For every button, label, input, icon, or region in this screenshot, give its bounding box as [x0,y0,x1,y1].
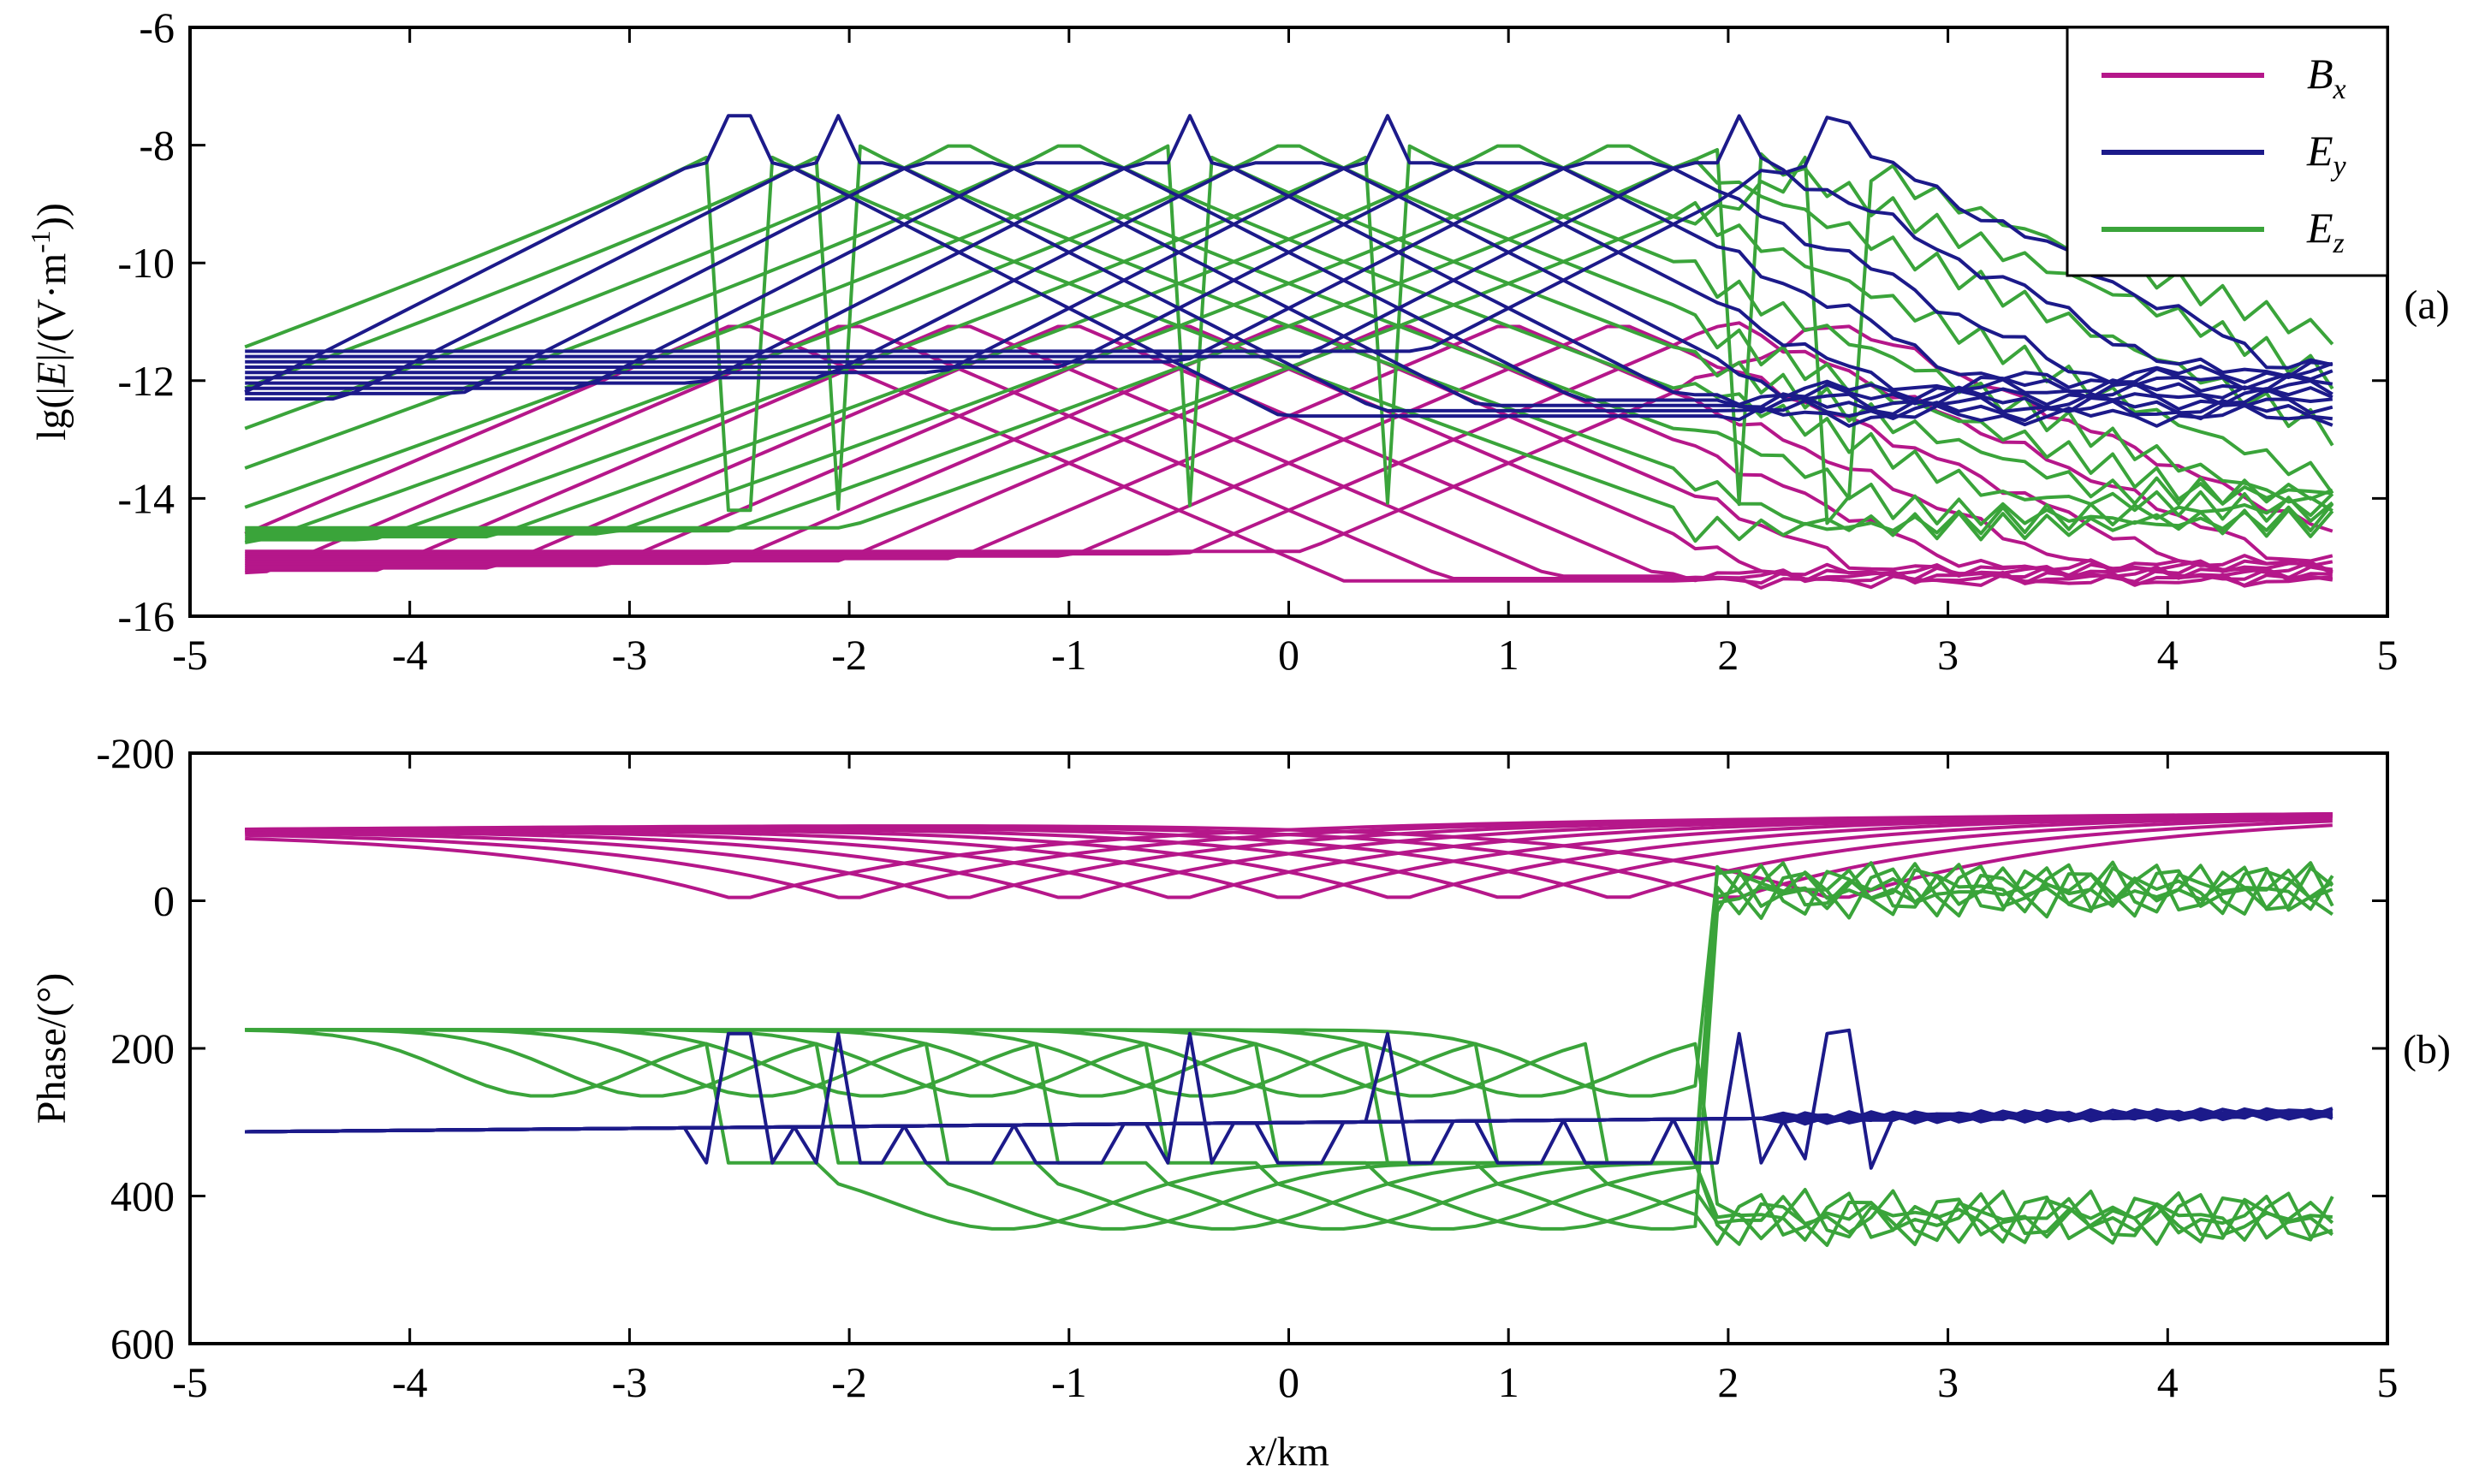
legend: Bx Ey Ez [2066,26,2389,277]
panel-a-ytick-label: -12 [117,357,175,405]
panel-a-xtick-label: 0 [1278,631,1299,679]
panel-b-ytick-label: 200 [110,1024,175,1072]
panel-a-xtick-label: 3 [1937,631,1959,679]
panel-b-ticks: -5 -4 -3 -2 -1 0 1 2 3 4 5 -200 0 200 400 600 [96,729,2398,1406]
panel-a: -5 -4 -3 -2 -1 0 1 2 3 4 5-16-14-12-10-8-6 lg(|E|/… [25,3,2450,679]
panel-b-ylabel: Phase/(°) [29,973,74,1124]
panel-a-xtick-label: -4 [392,631,428,679]
ez-phase-line [245,864,2333,1231]
panel-a-tag: (a) [2404,282,2449,328]
panel-b-xtick-label: -1 [1051,1358,1087,1406]
panel-a-xtick-label: -3 [612,631,648,679]
panel-a-ticks: -5 -4 -3 -2 -1 0 1 2 3 4 5-16-14-12-10-8-6 [117,3,2398,679]
panel-a-xtick-label: -2 [831,631,867,679]
ey-amplitude-line [245,114,2333,378]
panel-b-ytick-label: 0 [153,877,175,925]
panel-a-xtick-label: 5 [2377,631,2399,679]
legend-label-bx: Bx [2307,50,2346,105]
legend-label-ey: Ey [2306,127,2347,182]
legend-label-ez: Ez [2306,204,2345,259]
ez-amplitude-line [245,155,2334,530]
panel-a-xtick-label: 4 [2157,631,2179,679]
panel-a-xtick-label: 2 [1717,631,1739,679]
panel-b: -5 -4 -3 -2 -1 0 1 2 3 4 5 -200 0 200 400 600 Phase/(°)… [29,729,2451,1475]
ez-phase-line [245,861,2333,1231]
panel-a-xtick-label: 1 [1498,631,1519,679]
panel-b-xtick-label: -5 [172,1358,208,1406]
panel-a-ytick-label: -16 [117,592,175,640]
ez-phase-line [245,865,2334,1098]
panel-a-ytick-label: -14 [117,474,175,522]
panel-b-xtick-label: 5 [2377,1358,2399,1406]
bx-phase-line [245,823,2333,899]
ez-phase-line [245,861,2333,1231]
ez-amplitude-line [245,144,2334,539]
panel-b-xtick-label: 1 [1498,1358,1519,1406]
panel-b-xtick-label: -4 [392,1358,428,1406]
bx-amplitude-line [245,324,2333,568]
panel-a-ytick-label: -10 [117,239,175,287]
panel-b-xtick-label: 4 [2157,1358,2179,1406]
panel-b-ytick-label: 600 [110,1320,175,1368]
ey-amplitude-line [245,116,2333,370]
ez-amplitude-line [244,144,2334,538]
ey-amplitude-line [245,114,2333,394]
panel-a-xtick-label: -1 [1051,631,1087,679]
ez-amplitude-line [245,144,2333,542]
ey-amplitude-line [245,161,2333,401]
panel-b-xtick-label: 2 [1717,1358,1739,1406]
panel-b-xlabel: x/km [1246,1429,1329,1475]
bx-amplitude-line [245,321,2333,563]
ez-phase-line [245,860,2334,1231]
panel-b-ytick-label: -200 [96,729,175,777]
panel-b-tag: (b) [2403,1027,2451,1072]
panel-a-ytick-label: -6 [139,3,175,51]
panel-a-series [244,114,2334,590]
ey-amplitude-line [245,161,2333,391]
panel-a-ytick-label: -8 [139,122,175,169]
ez-phase-line [245,1028,2334,1246]
panel-b-xtick-label: -3 [612,1358,648,1406]
panel-b-xtick-label: 0 [1278,1358,1299,1406]
panel-a-ylabel: lg(|E|/(V·m-1)) [25,203,74,441]
ez-phase-line [245,1028,2333,1244]
panel-b-ytick-label: 400 [110,1172,175,1220]
panel-b-series [245,812,2334,1247]
ey-amplitude-line [245,161,2333,385]
ez-amplitude-line [245,148,2334,533]
panel-b-xtick-label: -2 [831,1358,867,1406]
ez-amplitude-line [244,144,2333,544]
ey-amplitude-line [244,114,2333,428]
ey-phase-line [245,1028,2333,1170]
panel-b-xtick-label: 3 [1937,1358,1959,1406]
panel-a-xtick-label: -5 [172,631,208,679]
ey-amplitude-line [245,114,2333,423]
